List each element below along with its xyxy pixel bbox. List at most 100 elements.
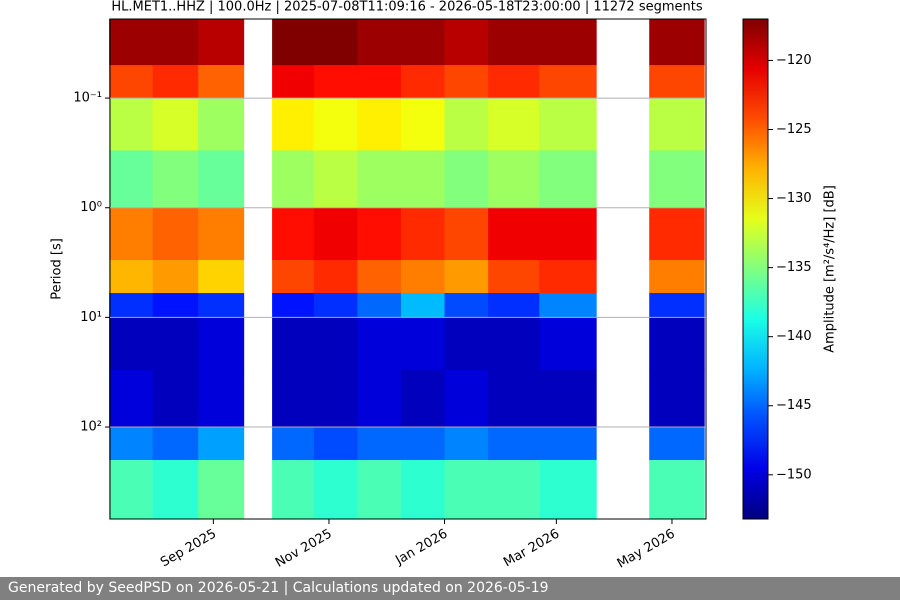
heatmap-cell	[488, 293, 540, 318]
heatmap-cell	[152, 207, 199, 261]
heatmap-cell	[488, 369, 540, 428]
colorbar-tick-label: −145	[776, 398, 812, 413]
heatmap-cell	[198, 427, 245, 461]
colorbar-tick-label: −135	[776, 260, 812, 275]
heatmap-cell	[649, 19, 705, 66]
heatmap-cell	[357, 369, 402, 428]
heatmap-cell	[313, 427, 358, 461]
heatmap-cell	[649, 150, 705, 209]
heatmap-cell	[109, 293, 154, 318]
heatmap-cell	[357, 98, 402, 151]
heatmap-cell	[357, 150, 402, 209]
heatmap-cell	[649, 293, 705, 318]
heatmap-cell	[109, 19, 154, 66]
heatmap-cell	[444, 260, 489, 294]
heatmap-cell	[539, 260, 597, 294]
heatmap-cell	[152, 19, 199, 66]
heatmap-cell	[109, 427, 154, 461]
heatmap-cell	[152, 293, 199, 318]
heatmap-cell	[198, 293, 245, 318]
x-tick-label: May 2026	[615, 527, 678, 572]
heatmap-cell	[539, 317, 597, 371]
y-tick-label: 10⁻¹	[73, 91, 102, 106]
heatmap-cell	[488, 65, 540, 99]
heatmap-cell	[444, 150, 489, 209]
heatmap-cell	[272, 98, 315, 151]
heatmap-cell	[357, 260, 402, 294]
colorbar-tick-label: −120	[776, 53, 812, 68]
heatmap-cell	[539, 460, 597, 520]
heatmap-cell	[488, 19, 540, 66]
colorbar-label: Amplitude [m²/s⁴/Hz] [dB]	[823, 185, 838, 353]
heatmap-cell	[539, 65, 597, 99]
heatmap-cell	[400, 460, 446, 520]
heatmap-cell	[198, 98, 245, 151]
heatmap-cell	[357, 317, 402, 371]
heatmap-cell	[539, 369, 597, 428]
heatmap-cell	[444, 207, 489, 261]
heatmap-cell	[444, 427, 489, 461]
colorbar-tick-label: −125	[776, 122, 812, 137]
heatmap-cell	[444, 317, 489, 371]
heatmap-cell	[272, 207, 315, 261]
heatmap-cell	[649, 207, 705, 261]
chart-title: HL.MET1..HHZ | 100.0Hz | 2025-07-08T11:0…	[111, 0, 702, 15]
heatmap-cell	[152, 427, 199, 461]
footer: Generated by SeedPSD on 2026-05-21 | Cal…	[0, 577, 900, 600]
heatmap-cell	[152, 98, 199, 151]
heatmap-cell	[488, 207, 540, 261]
heatmap-cell	[272, 19, 315, 66]
y-axis-label: Period [s]	[50, 238, 65, 300]
heatmap-cell	[109, 369, 154, 428]
heatmap-cell	[109, 260, 154, 294]
heatmap-cell	[357, 427, 402, 461]
heatmap-cell	[357, 293, 402, 318]
heatmap-cell	[313, 460, 358, 520]
heatmap-cell	[272, 369, 315, 428]
heatmap-cell	[198, 460, 245, 520]
heatmap-cell	[444, 369, 489, 428]
heatmap-cell	[649, 260, 705, 294]
heatmap-cell	[357, 207, 402, 261]
heatmap-cell	[539, 427, 597, 461]
heatmap-cell	[198, 65, 245, 99]
heatmap-cell	[198, 260, 245, 294]
heatmap-cell	[400, 317, 446, 371]
heatmap-cell	[444, 65, 489, 99]
heatmap-cell	[444, 293, 489, 318]
heatmap-cell	[400, 369, 446, 428]
heatmap-cell	[109, 65, 154, 99]
x-tick-label: Sep 2025	[158, 527, 219, 571]
heatmap-cell	[488, 317, 540, 371]
heatmap-cell	[488, 460, 540, 520]
heatmap-cell	[400, 293, 446, 318]
heatmap-cell	[313, 293, 358, 318]
colorbar-tick-label: −130	[776, 191, 812, 206]
heatmap-cell	[109, 207, 154, 261]
heatmap-cell	[444, 460, 489, 520]
heatmap-cell	[539, 98, 597, 151]
heatmap-cell	[488, 260, 540, 294]
heatmap-cell	[152, 65, 199, 99]
heatmap-cell	[313, 207, 358, 261]
colorbar-tick-label: −150	[776, 467, 812, 482]
heatmap-cell	[198, 150, 245, 209]
heatmap-cell	[649, 98, 705, 151]
heatmap-cell	[198, 207, 245, 261]
colorbar-tick-label: −140	[776, 329, 812, 344]
heatmap-cell	[109, 460, 154, 520]
heatmap-cell	[272, 260, 315, 294]
y-tick-label: 10⁰	[80, 200, 102, 215]
heatmap-cell	[109, 98, 154, 151]
heatmap-cell	[272, 150, 315, 209]
heatmap-cell	[539, 19, 597, 66]
heatmap-cell	[313, 19, 358, 66]
heatmap-cell	[444, 98, 489, 151]
y-tick-label: 10²	[80, 420, 102, 435]
heatmap-cell	[400, 207, 446, 261]
heatmap-cell	[539, 150, 597, 209]
heatmap-cell	[400, 98, 446, 151]
heatmap-cell	[272, 317, 315, 371]
x-tick-label: Mar 2026	[501, 527, 562, 571]
heatmap-cell	[313, 65, 358, 99]
